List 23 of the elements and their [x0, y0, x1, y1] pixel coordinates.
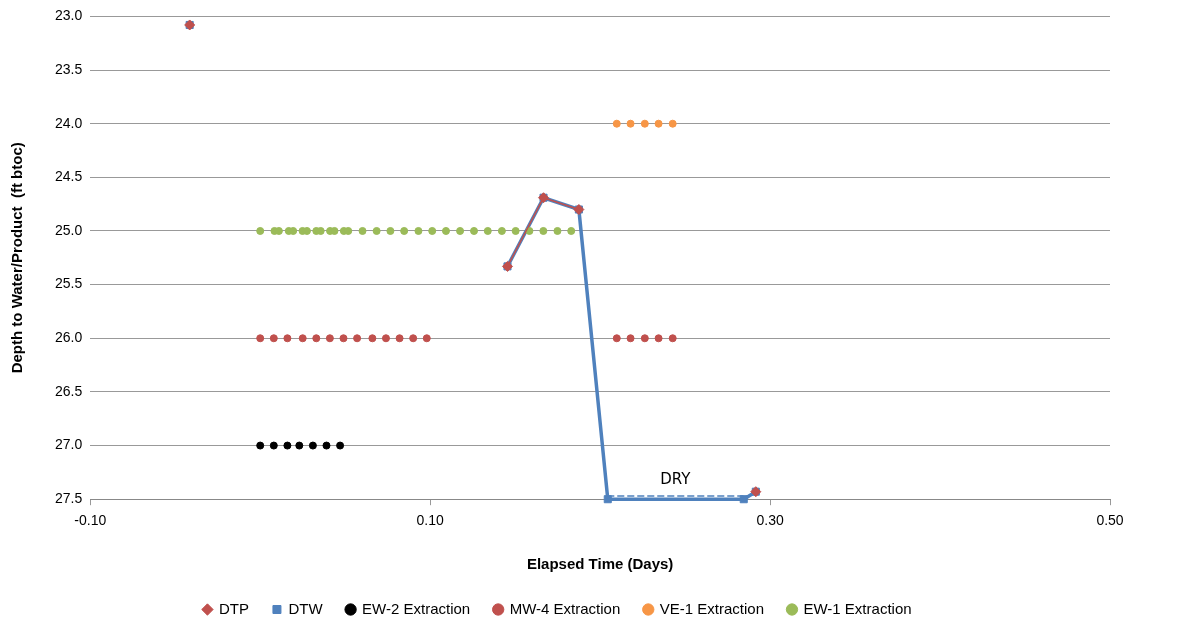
y-tick-label: 27.0	[55, 436, 83, 453]
y-tick-label: 25.5	[55, 275, 83, 292]
x-tick-label: 0.10	[416, 512, 444, 529]
series-label: DRY	[660, 469, 692, 488]
y-tick-label: 24.5	[55, 168, 83, 185]
legend-label: MW-4 Extraction	[509, 599, 621, 617]
y-axis-title: Depth to Water/Product (ft btoc)	[8, 142, 26, 374]
x-tick-label: 0.50	[1096, 512, 1124, 529]
y-tick-label: 26.0	[55, 329, 83, 346]
y-tick-label: 24.0	[55, 114, 83, 131]
y-tick-label: 26.5	[55, 382, 83, 399]
y-tick-label: 25.0	[55, 221, 83, 238]
x-tick-label: -0.10	[74, 512, 107, 529]
legend-label: EW-2 Extraction	[362, 599, 471, 617]
legend-label: DTP	[218, 599, 249, 617]
legend-label: DTW	[288, 599, 324, 617]
y-tick-label: 23.0	[55, 7, 83, 24]
legend-label: EW-1 Extraction	[803, 599, 912, 617]
legend-label: VE-1 Extraction	[659, 599, 764, 617]
y-tick-label: 23.5	[55, 60, 83, 77]
x-tick-label: 0.30	[756, 512, 784, 529]
x-axis-title: Elapsed Time (Days)	[526, 555, 674, 573]
y-tick-label: 27.5	[55, 490, 83, 507]
